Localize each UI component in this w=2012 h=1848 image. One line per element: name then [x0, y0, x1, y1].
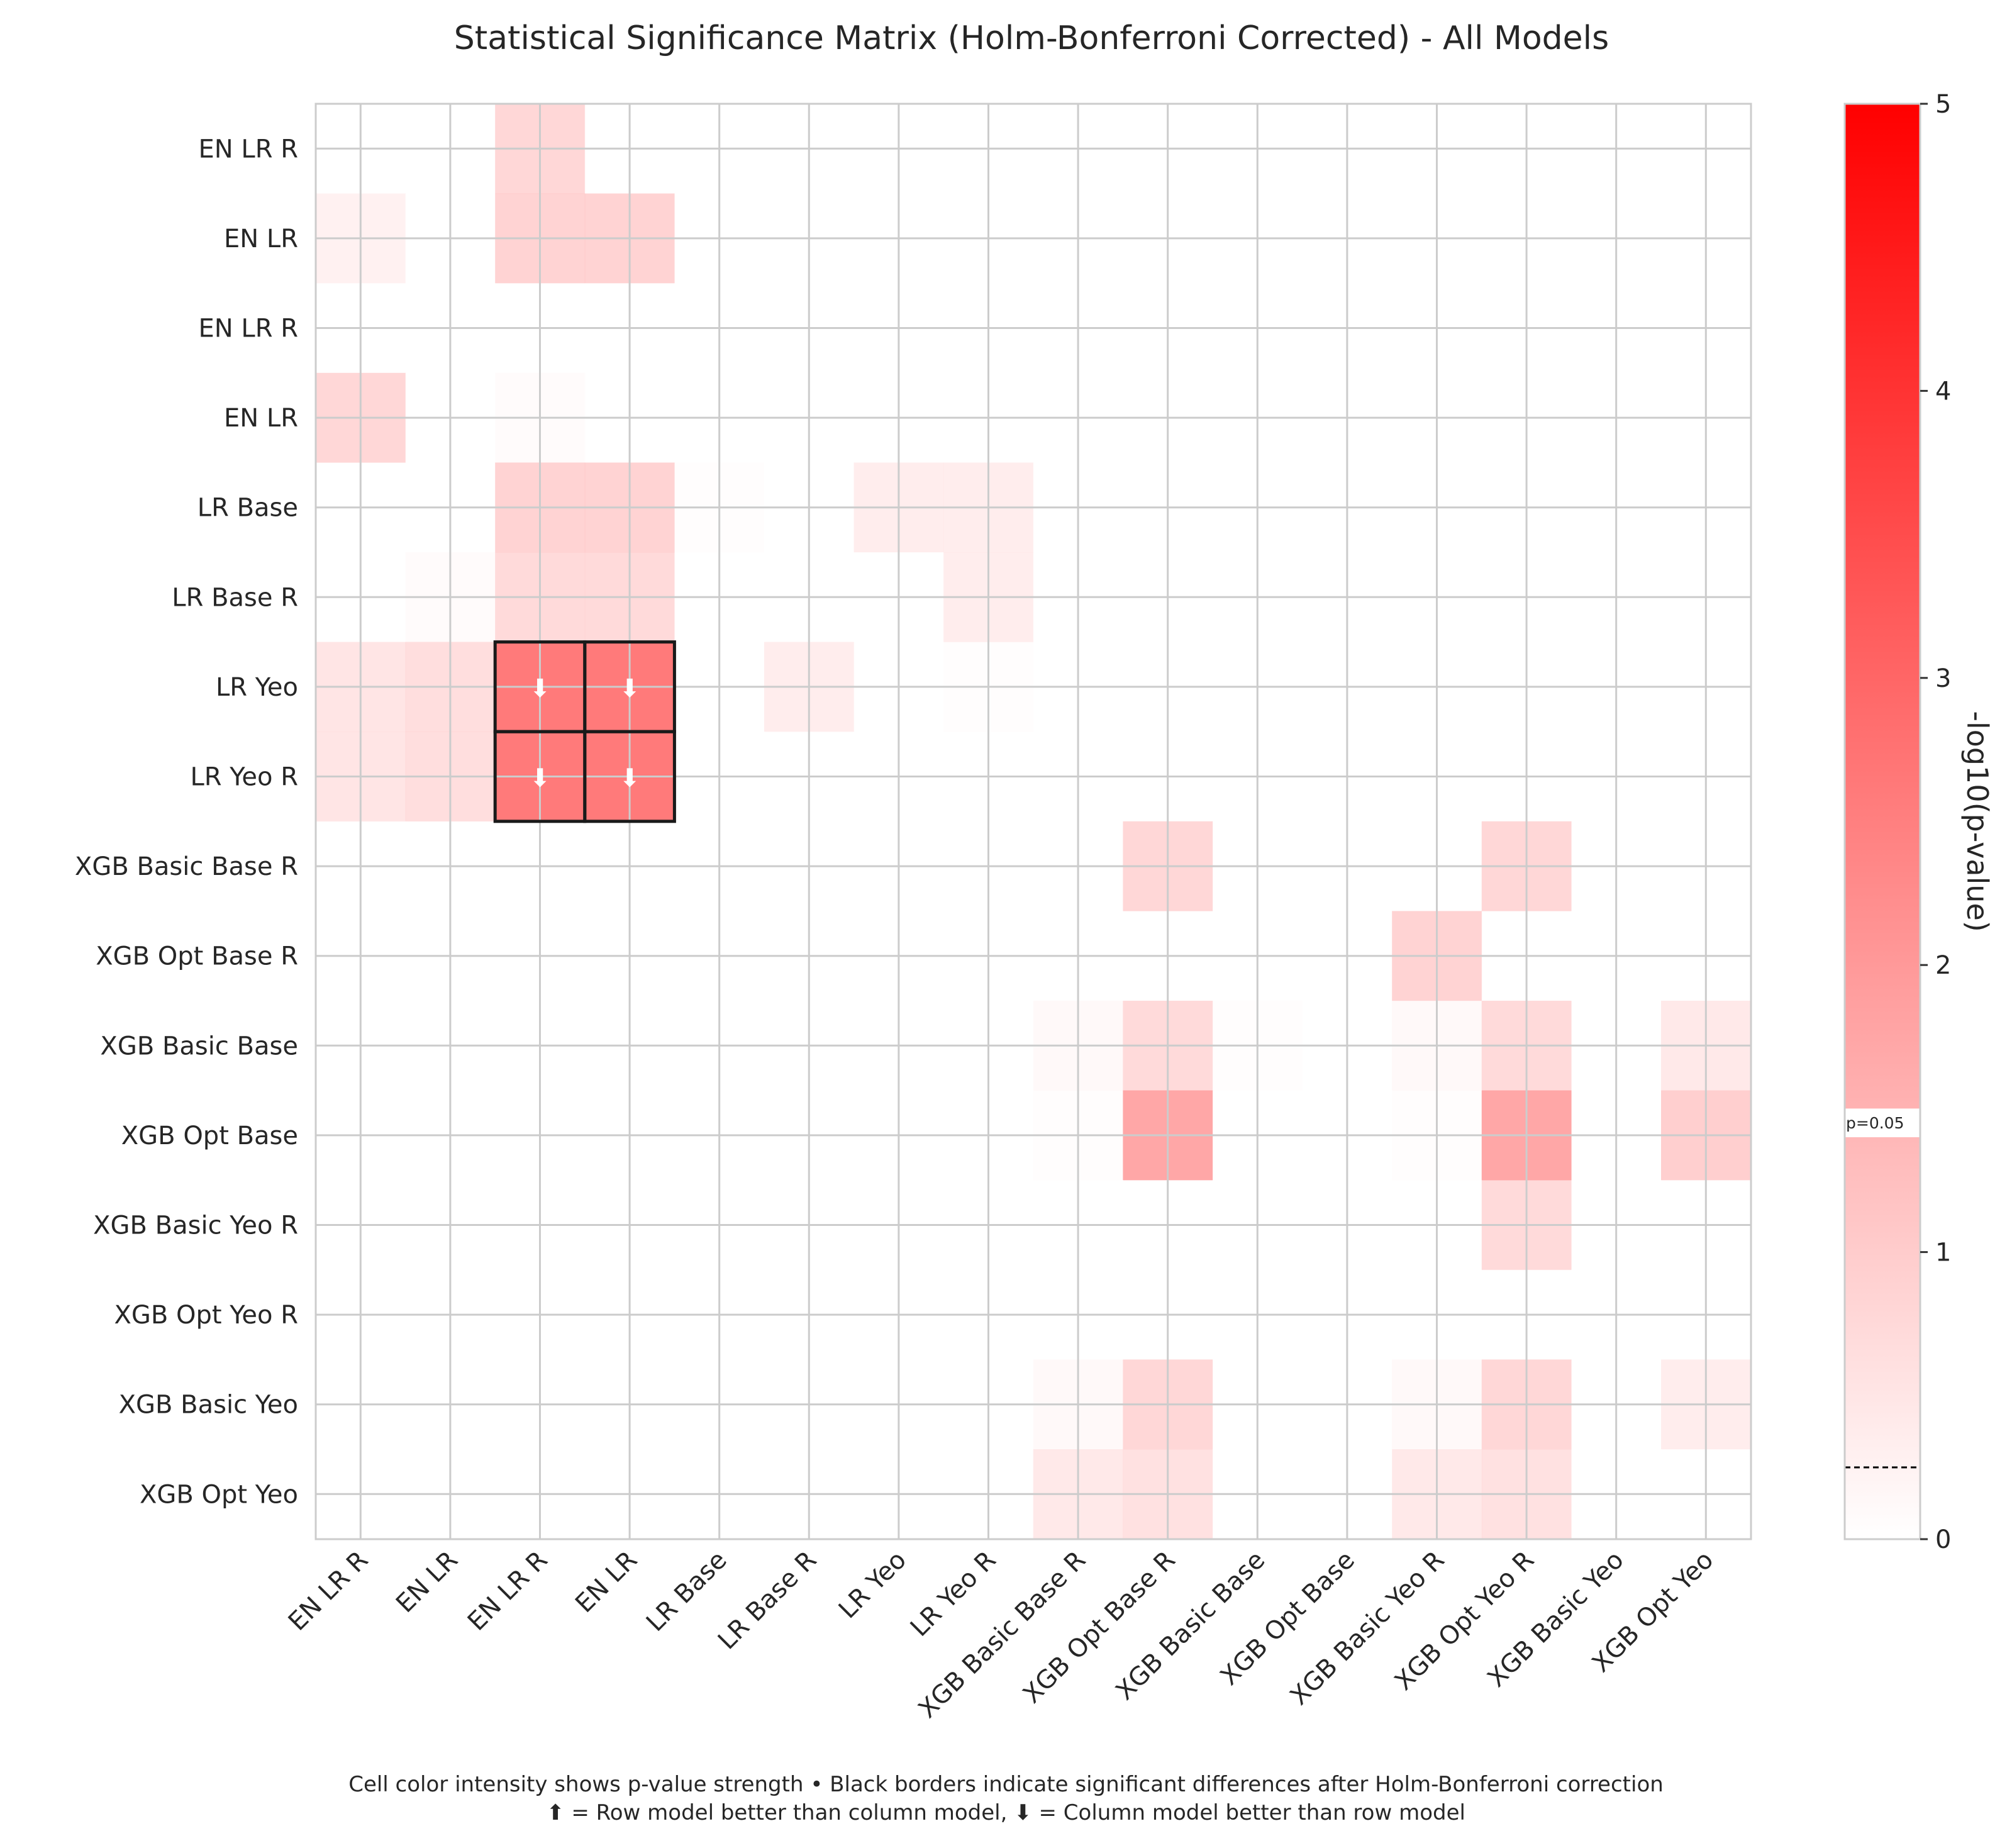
column-label: LR Yeo R	[905, 1545, 1002, 1642]
column-label: XGB Basic Base	[1110, 1545, 1270, 1706]
row-label: EN LR R	[199, 314, 299, 343]
row-label: XGB Opt Base R	[96, 942, 298, 971]
colorbar-frame	[1843, 103, 1921, 1540]
row-label: EN LR	[224, 404, 298, 433]
column-label: EN LR R	[462, 1545, 553, 1637]
row-label: LR Base	[197, 494, 298, 523]
column-label: LR Base	[641, 1545, 733, 1637]
colorbar-tick-label: 4	[1935, 377, 1951, 406]
colorbar-tick-label: 2	[1935, 951, 1951, 980]
significance-arrow: ⬇	[619, 674, 640, 703]
row-label: LR Base R	[172, 583, 298, 612]
colorbar-tick-label: 5	[1935, 90, 1951, 119]
colorbar-label: -log10(p-value)	[1960, 711, 1994, 932]
row-label: XGB Opt Yeo	[140, 1480, 298, 1509]
significant-cell-markers: ⬇ ⬇ ⬇ ⬇	[493, 640, 676, 823]
row-label: XGB Basic Base	[100, 1032, 298, 1060]
row-label: XGB Basic Base R	[75, 852, 298, 881]
column-label: EN LR	[570, 1545, 643, 1618]
column-label: EN LR R	[283, 1545, 374, 1637]
colorbar-threshold-label: p=0.05	[1846, 1114, 1904, 1132]
colorbar-tick-label: 1	[1935, 1238, 1951, 1267]
colorbar-tick-label: 0	[1935, 1525, 1951, 1554]
colorbar-gradient	[1845, 104, 1920, 1539]
footer-note-line-2: ⬆ = Row model better than column model, …	[547, 1800, 1465, 1825]
column-label: LR Base R	[713, 1545, 822, 1655]
column-label: LR Yeo	[833, 1545, 912, 1624]
row-label: LR Yeo R	[190, 763, 298, 792]
row-label: LR Yeo	[216, 673, 298, 702]
significance-arrow: ⬇	[530, 764, 551, 793]
colorbar-tick-label: 3	[1935, 664, 1951, 693]
heatmap-gridlines	[316, 104, 1751, 1539]
row-label: XGB Opt Base	[121, 1122, 298, 1150]
chart-title: Statistical Significance Matrix (Holm-Bo…	[454, 19, 1609, 57]
row-label: EN LR	[224, 225, 298, 253]
column-label: XGB Opt Base R	[1018, 1545, 1181, 1709]
footer-note-line-1: Cell color intensity shows p-value stren…	[348, 1772, 1664, 1797]
significance-arrow: ⬇	[530, 674, 551, 703]
column-label: XGB Basic Yeo R	[1285, 1545, 1450, 1711]
significance-arrow: ⬇	[619, 764, 640, 793]
colorbar: p=0.05 0 1 2 3 4 5	[1843, 90, 1951, 1554]
significant-cell-border	[583, 730, 676, 823]
row-labels: EN LR R EN LR EN LR R EN LR LR Base LR Base R…	[75, 135, 298, 1509]
column-label: EN LR	[391, 1545, 464, 1618]
row-label: EN LR R	[199, 135, 299, 164]
column-label: XGB Basic Base R	[913, 1545, 1092, 1724]
row-label: XGB Basic Yeo	[119, 1391, 298, 1420]
plot-frame	[314, 103, 1752, 1540]
colorbar-threshold-gap	[1843, 1108, 1921, 1137]
row-label: XGB Basic Yeo R	[93, 1211, 298, 1240]
row-label: XGB Opt Yeo R	[114, 1301, 298, 1330]
